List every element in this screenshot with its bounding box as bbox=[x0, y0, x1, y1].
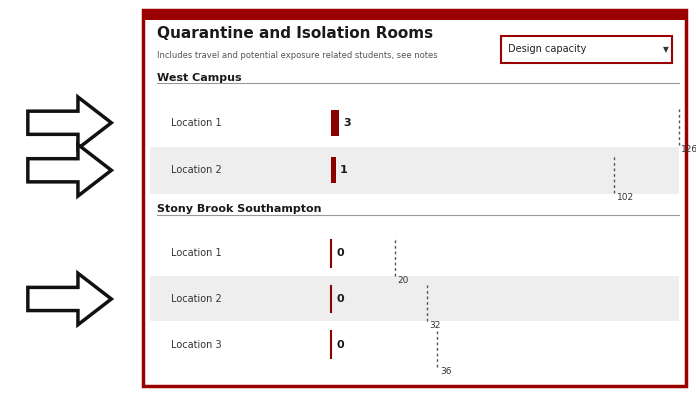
Bar bbox=[150, 99, 679, 146]
Text: 36: 36 bbox=[441, 367, 452, 376]
Text: Includes travel and potential exposure related students, see notes: Includes travel and potential exposure r… bbox=[157, 51, 437, 61]
Bar bbox=[150, 321, 679, 368]
Text: Stony Brook Southampton: Stony Brook Southampton bbox=[157, 204, 321, 214]
Text: Location 3: Location 3 bbox=[171, 339, 221, 350]
Text: 0: 0 bbox=[337, 339, 345, 350]
Bar bbox=[501, 36, 672, 63]
Text: 0: 0 bbox=[337, 294, 345, 304]
Text: Location 1: Location 1 bbox=[171, 248, 221, 259]
Bar bbox=[143, 10, 686, 386]
Text: West Campus: West Campus bbox=[157, 73, 242, 83]
Text: ▼: ▼ bbox=[663, 45, 669, 54]
Text: 0: 0 bbox=[337, 248, 345, 259]
Polygon shape bbox=[28, 145, 111, 196]
Text: 3: 3 bbox=[343, 118, 351, 128]
Text: Design capacity: Design capacity bbox=[508, 44, 587, 55]
Text: 20: 20 bbox=[397, 276, 409, 285]
Text: Quarantine and Isolation Rooms: Quarantine and Isolation Rooms bbox=[157, 26, 433, 41]
Bar bbox=[143, 10, 686, 20]
Polygon shape bbox=[28, 273, 111, 325]
Text: 1: 1 bbox=[340, 165, 347, 175]
Bar bbox=[331, 157, 336, 183]
Text: Location 2: Location 2 bbox=[171, 165, 221, 175]
Text: Location 1: Location 1 bbox=[171, 118, 221, 128]
Bar bbox=[150, 147, 679, 194]
Text: 126: 126 bbox=[681, 145, 696, 154]
Text: 102: 102 bbox=[617, 193, 634, 202]
Bar bbox=[331, 110, 340, 136]
Bar bbox=[150, 230, 679, 277]
Bar bbox=[150, 276, 679, 322]
Text: 32: 32 bbox=[429, 322, 441, 330]
Text: Location 2: Location 2 bbox=[171, 294, 221, 304]
Polygon shape bbox=[28, 97, 111, 148]
